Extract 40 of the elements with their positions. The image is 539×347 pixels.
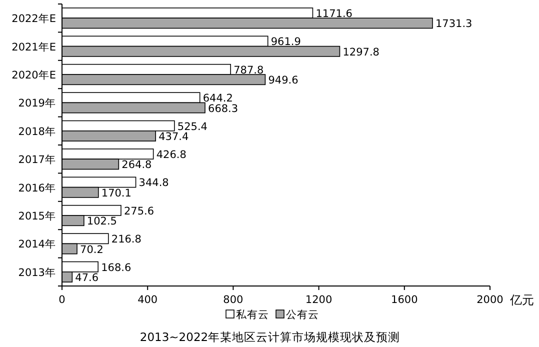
x-axis-title: 亿元 [509,293,534,307]
y-tick-label: 2017年 [18,154,56,166]
x-tick-label: 1600 [391,294,418,306]
y-tick-label: 2013年 [18,266,56,279]
data-label: 170.1 [101,187,132,200]
data-label: 47.6 [75,272,99,284]
data-label: 437.4 [158,130,189,143]
y-tick-label: 2016年 [18,182,56,194]
x-tick-label: 1200 [305,294,332,306]
y-tick-label: 2022年E [12,13,56,26]
data-label: 102.5 [86,216,117,228]
data-label: 1171.6 [316,8,353,20]
x-tick-label: 400 [138,294,158,306]
data-label: 216.8 [111,234,142,246]
x-tick-label: 0 [58,294,66,306]
text: 2013~2022年某地区云计算市场规模现状及预测 [140,330,400,344]
legend-label: 私有云 [236,309,269,321]
data-label: 668.3 [208,102,238,115]
y-tick-label: 2020年E [12,70,56,82]
y-tick-label: 2014年 [18,238,56,251]
legend-label: 公有云 [286,309,319,321]
data-label: 168.6 [101,262,132,274]
y-tick-label: 2018年 [18,126,56,138]
data-label: 70.2 [80,244,104,256]
data-label: 275.6 [124,205,154,218]
data-label: 1297.8 [342,46,380,58]
data-label: 344.8 [138,177,169,190]
x-tick-label: 800 [223,294,244,306]
data-label: 525.4 [177,120,208,133]
y-tick-label: 2015年 [18,210,56,222]
data-label: 787.8 [234,64,264,76]
x-tick-label: 2000 [476,294,504,306]
data-label: 1731.3 [436,18,472,30]
data-label: 644.2 [202,92,233,105]
y-tick-label: 2019年 [18,98,56,110]
data-label: 949.6 [268,74,299,87]
y-tick-label: 2021年E [12,41,56,54]
data-label: 961.9 [270,36,301,48]
data-label: 264.8 [122,159,152,172]
data-label: 426.8 [156,149,186,162]
